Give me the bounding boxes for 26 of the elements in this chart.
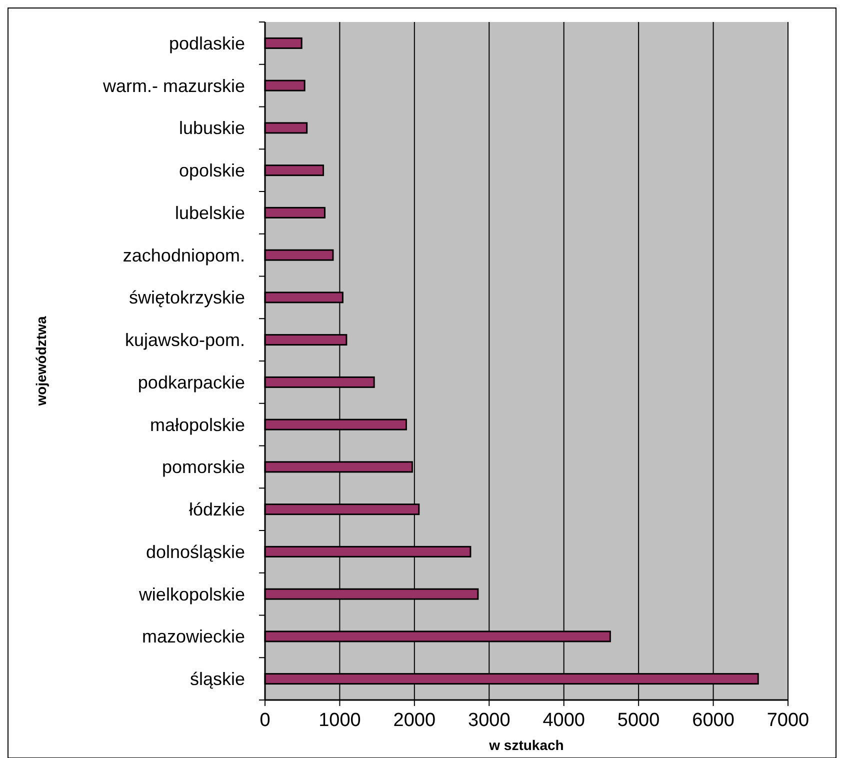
y-tick-label: pomorskie — [162, 457, 245, 478]
y-tick-label: podlaskie — [168, 33, 245, 54]
y-tick-label: lubelskie — [174, 202, 245, 223]
y-tick-label: śląskie — [190, 669, 245, 690]
y-tick-label: wielkopolskie — [138, 584, 245, 604]
x-tick-label: 4000 — [542, 710, 585, 731]
y-axis-title: województwa — [33, 316, 49, 407]
y-tick-label: dolnośląskie — [146, 542, 245, 562]
x-tick-label: 6000 — [692, 710, 734, 731]
y-tick-label: kujawsko-pom. — [124, 330, 245, 350]
y-tick-label: opolskie — [178, 160, 245, 181]
x-tick-label: 7000 — [766, 710, 810, 731]
y-tick-label: lubuskie — [178, 118, 245, 138]
x-tick-label: 2000 — [393, 710, 436, 731]
y-tick-label: podkarpackie — [138, 372, 245, 392]
x-axis-title: w sztukach — [488, 737, 564, 753]
x-tick-label: 0 — [260, 710, 270, 731]
y-tick-label: zachodniopom. — [122, 245, 245, 266]
x-tick-label: 1000 — [318, 710, 361, 731]
y-tick-label: łódzkie — [188, 500, 245, 520]
x-tick-label: 3000 — [468, 710, 510, 731]
y-tick-label: mazowieckie — [142, 626, 245, 647]
x-tick-label: 5000 — [617, 710, 660, 731]
y-tick-label: małopolskie — [150, 414, 245, 435]
y-tick-label: świętokrzyskie — [128, 288, 245, 308]
y-tick-label: warm.- mazurskie — [102, 76, 245, 96]
